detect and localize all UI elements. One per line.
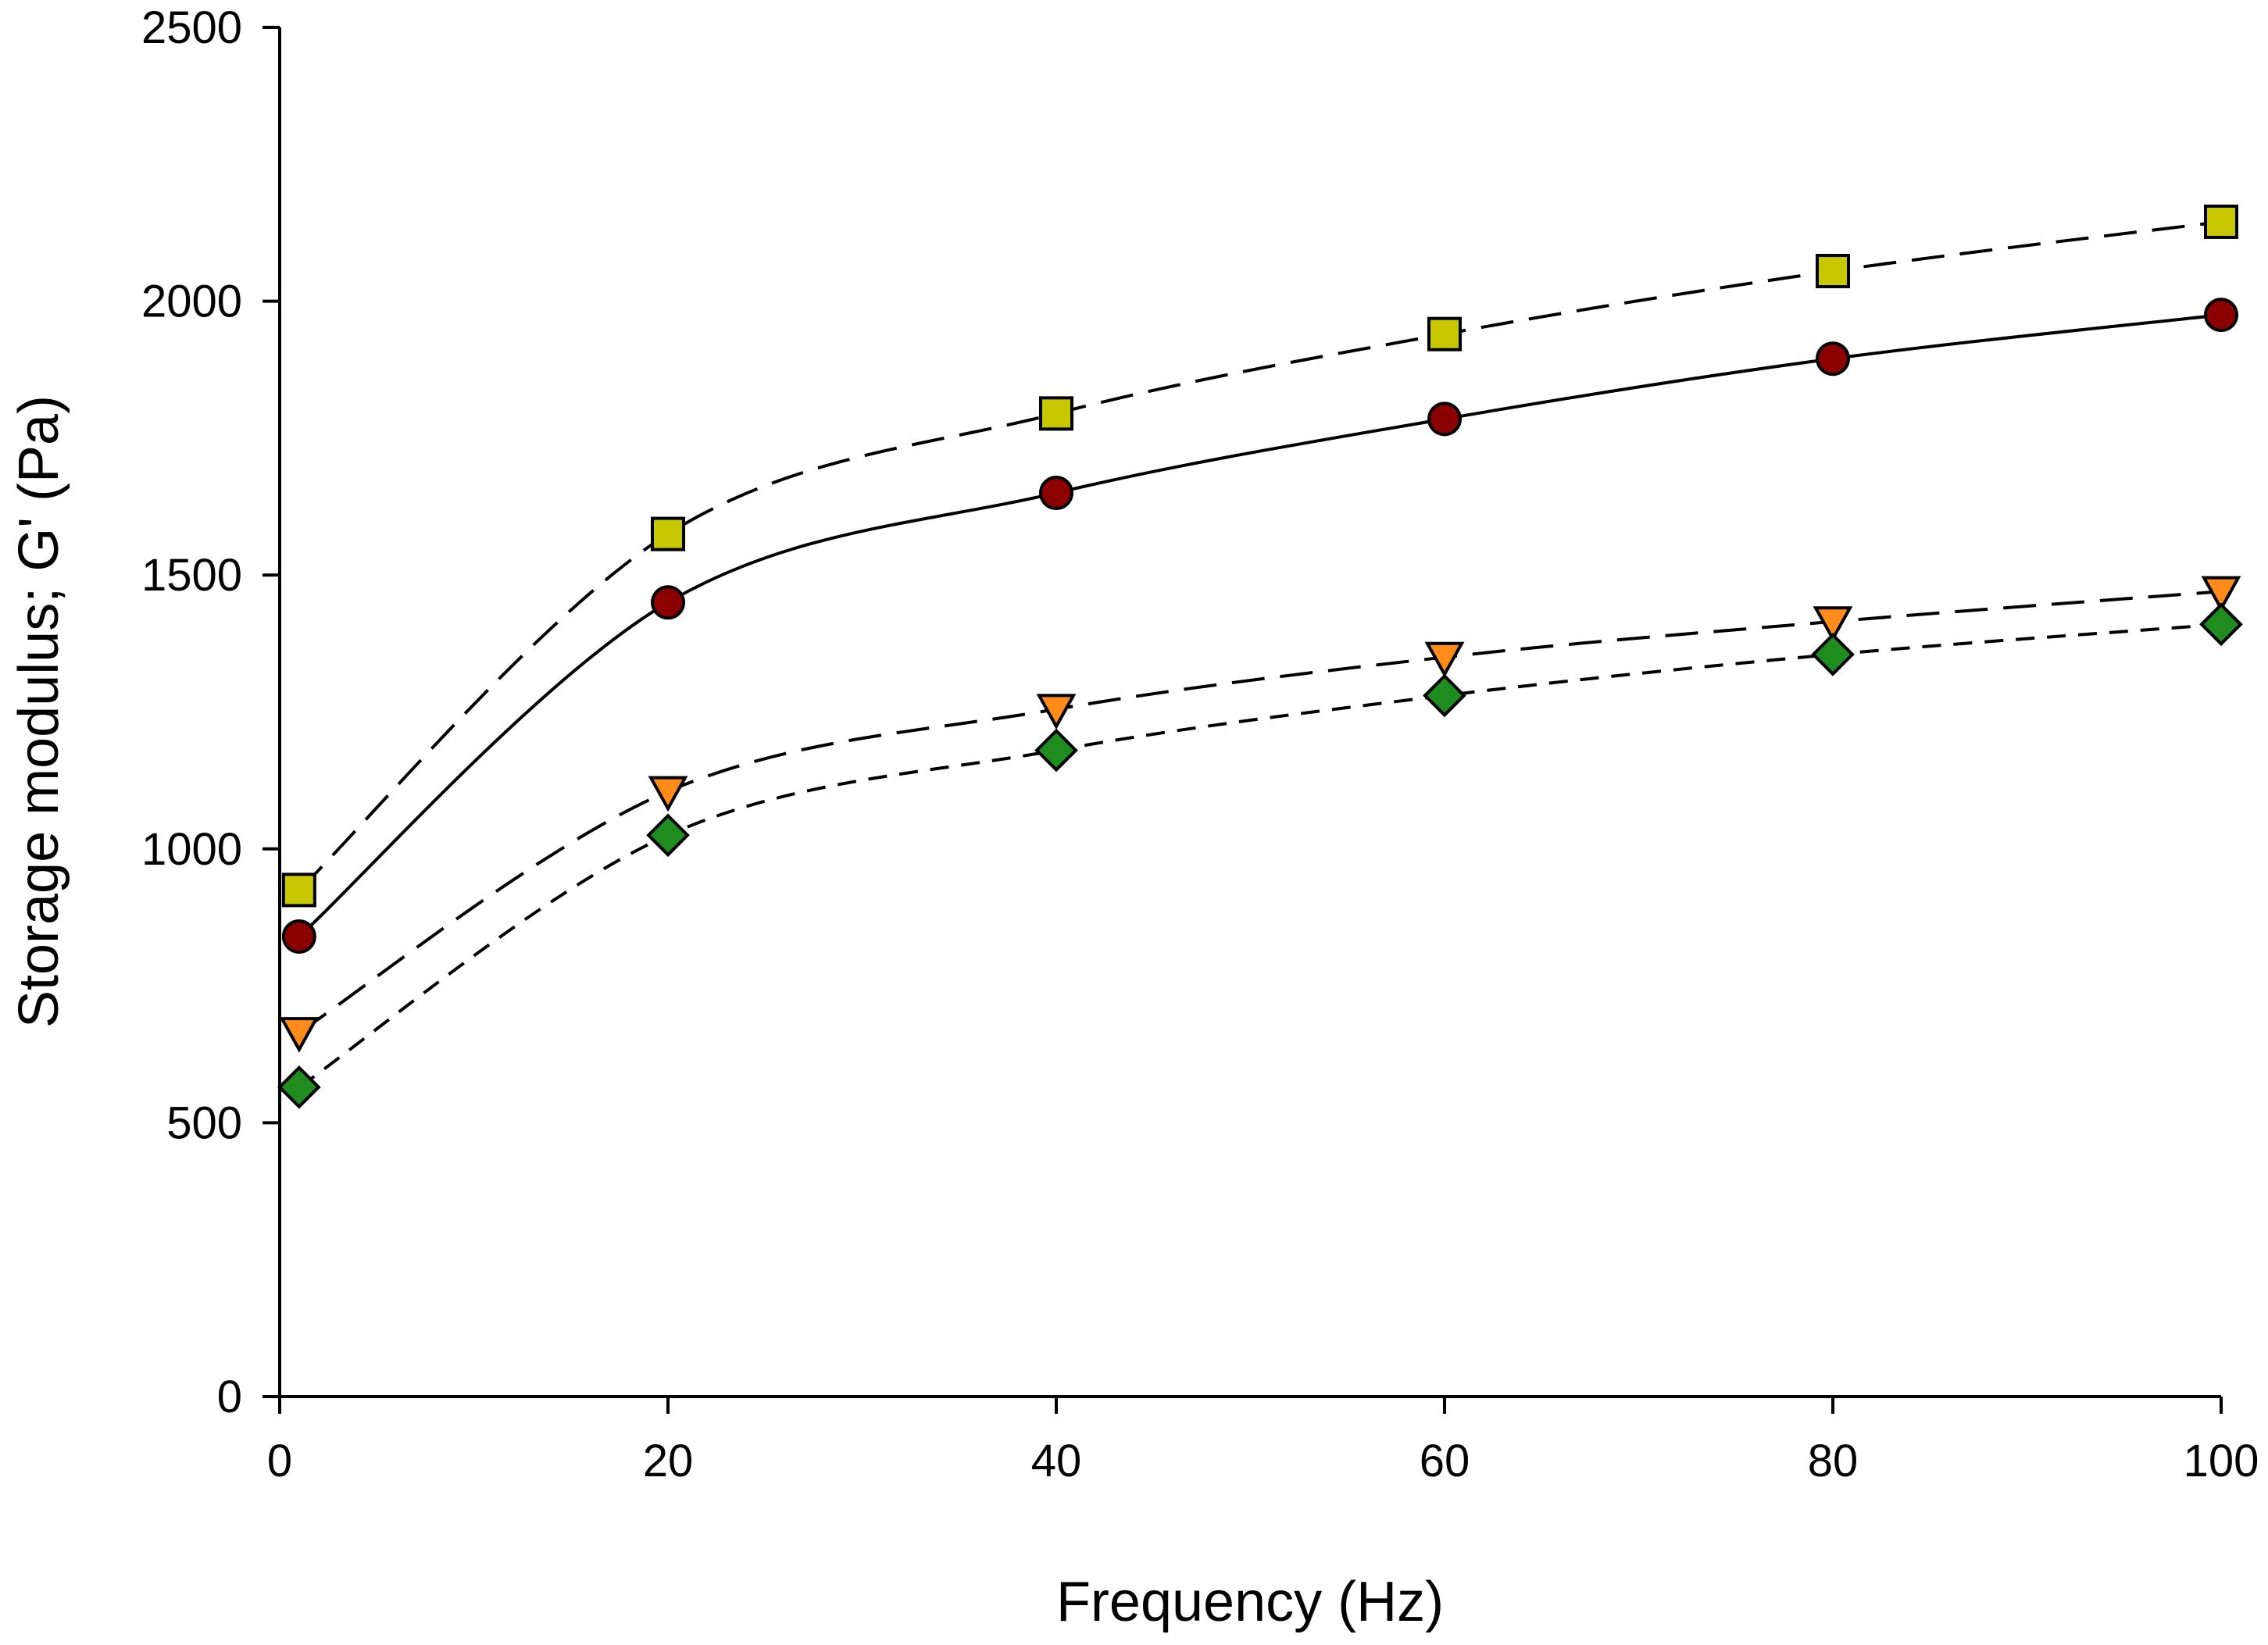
square-series-point [651, 516, 685, 551]
square-series-point [1039, 396, 1073, 431]
triangle-series-point [1036, 694, 1077, 730]
y-tick-label: 2000 [141, 277, 242, 327]
x-tick-label: 20 [643, 1436, 694, 1486]
y-tick-label: 1000 [141, 824, 242, 875]
square-series-point [1816, 254, 1850, 289]
y-axis-title: Storage modulus; G' (Pa) [8, 395, 70, 1028]
x-axis-title: Frequency (Hz) [1056, 1571, 1444, 1633]
axes [278, 27, 2221, 1398]
diamond-series [277, 602, 2243, 1109]
square-series [281, 204, 2238, 908]
x-tick-label: 80 [1808, 1436, 1859, 1486]
x-tick-label: 0 [267, 1436, 292, 1486]
circle-series [281, 298, 2238, 954]
triangle-series-point [279, 1017, 320, 1053]
diamond-series-point [1811, 633, 1855, 676]
circle-series-point [1039, 476, 1073, 511]
circle-series-point [1816, 341, 1850, 376]
square-series-line [298, 219, 2222, 891]
y-tick-label: 1500 [141, 550, 242, 601]
diamond-series-point [2199, 602, 2243, 647]
x-tick-label: 60 [1420, 1436, 1470, 1486]
diamond-series-point [1423, 673, 1466, 718]
y-tick-label: 500 [166, 1097, 242, 1148]
triangle-series-point [648, 776, 688, 812]
x-tick-label: 40 [1031, 1436, 1082, 1486]
y-tick-label: 0 [217, 1372, 242, 1422]
square-series-point [2204, 204, 2238, 239]
circle-series-point [281, 919, 316, 954]
x-tick-label: 100 [2184, 1436, 2259, 1486]
triangle-series-point [2201, 576, 2241, 612]
triangle-series-point [1813, 606, 1853, 642]
y-tick-label: 2500 [141, 2, 242, 53]
triangle-series-point [1424, 641, 1465, 678]
diamond-series-point [1034, 728, 1078, 773]
diamond-series-line [298, 623, 2222, 1089]
triangle-series [279, 576, 2241, 1053]
circle-series-point [1427, 401, 1462, 437]
circle-series-point [651, 585, 685, 620]
diamond-series-point [277, 1065, 321, 1109]
series [277, 204, 2243, 1109]
square-series-point [281, 872, 316, 908]
triangle-series-line [298, 590, 2222, 1034]
circle-series-line [298, 313, 2222, 938]
diamond-series-point [646, 813, 690, 858]
square-series-point [1427, 316, 1462, 351]
circle-series-point [2204, 298, 2238, 333]
